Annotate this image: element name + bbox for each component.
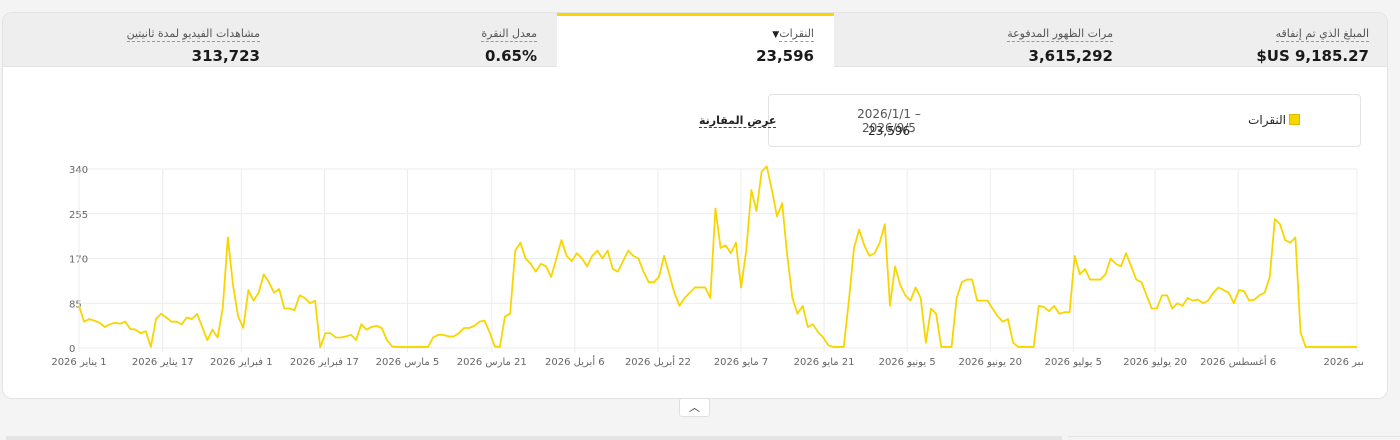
metric-spend-value: $US 9,185.27 xyxy=(1256,47,1369,65)
y-tick-label: 85 xyxy=(69,299,82,310)
x-tick-label: 21 مارس 2026 xyxy=(457,357,527,368)
side-panel-edge xyxy=(1068,436,1400,440)
metric-impressions-label: مرات الظهور المدفوعة xyxy=(1007,27,1113,42)
x-tick-label: 6 أبريل 2026 xyxy=(545,355,605,368)
metric-ctr-value: 0.65% xyxy=(484,47,537,65)
x-tick-label: 17 فبراير 2026 xyxy=(290,357,359,368)
series-line-clicks xyxy=(78,165,1357,349)
metric-video-views-label: مشاهدات الفيديو لمدة ثانيتين xyxy=(126,27,260,42)
x-tick-label: 22 أبريل 2026 xyxy=(625,355,691,368)
caret-down-icon: ▼ xyxy=(772,30,780,40)
x-tick-label: 20 يونيو 2026 xyxy=(958,357,1021,368)
y-tick-label: 0 xyxy=(69,344,75,355)
compare-toggle[interactable]: عرض المقارنة xyxy=(699,114,777,128)
x-tick-label: 21 مايو 2026 xyxy=(794,357,855,368)
metric-ctr-label: معدل النقرة xyxy=(481,27,537,42)
x-tick-label: 1 فبراير 2026 xyxy=(210,357,273,368)
metrics-bar: المبلغ الذي تم إنفاقه $US 9,185.27 مرات … xyxy=(3,13,1387,69)
legend-item-clicks[interactable]: النقرات xyxy=(1248,113,1300,127)
x-tick-label: 5 يونيو 2026 xyxy=(879,357,936,368)
metric-video-views-value: 313,723 xyxy=(191,47,260,65)
metric-ctr[interactable]: معدل النقرة 0.65% xyxy=(283,13,537,67)
x-tick-label: 5 سبتمبر 2026 xyxy=(1324,357,1363,368)
metric-impressions-value: 3,615,292 xyxy=(1028,47,1113,65)
legend-box: النقرات 2026/1/1 – 2026/9/5 23,596 xyxy=(768,94,1361,147)
x-tick-label: 1 يناير 2026 xyxy=(51,357,106,368)
legend-label: النقرات xyxy=(1248,113,1286,127)
metric-impressions[interactable]: مرات الظهور المدفوعة 3,615,292 xyxy=(833,13,1113,67)
x-tick-label: 7 مايو 2026 xyxy=(714,357,769,368)
metric-spend-label: المبلغ الذي تم إنفاقه xyxy=(1275,27,1369,42)
chevron-up-icon: ︿ xyxy=(689,401,700,414)
metric-spend[interactable]: المبلغ الذي تم إنفاقه $US 9,185.27 xyxy=(1118,13,1369,67)
next-section-edge xyxy=(6,436,1062,440)
x-tick-label: 20 يوليو 2026 xyxy=(1123,357,1187,368)
x-tick-label: 17 يناير 2026 xyxy=(132,357,194,368)
collapse-button[interactable]: ︿ xyxy=(679,398,710,417)
metric-clicks-label: النقرات xyxy=(779,27,814,42)
legend-total: 23,596 xyxy=(868,124,910,138)
performance-card: المبلغ الذي تم إنفاقه $US 9,185.27 مرات … xyxy=(2,12,1388,399)
legend-date-range: 2026/1/1 – 2026/9/5 xyxy=(857,107,921,135)
metric-clicks-value: 23,596 xyxy=(756,47,814,65)
x-tick-label: 6 أغسطس 2026 xyxy=(1200,355,1276,368)
x-tick-label: 5 يوليو 2026 xyxy=(1045,357,1102,368)
metric-clicks[interactable]: النقرات▼ 23,596 xyxy=(557,13,834,69)
legend-swatch xyxy=(1289,114,1300,125)
metric-video-views[interactable]: مشاهدات الفيديو لمدة ثانيتين 313,723 xyxy=(3,13,260,67)
x-tick-label: 5 مارس 2026 xyxy=(376,357,440,368)
